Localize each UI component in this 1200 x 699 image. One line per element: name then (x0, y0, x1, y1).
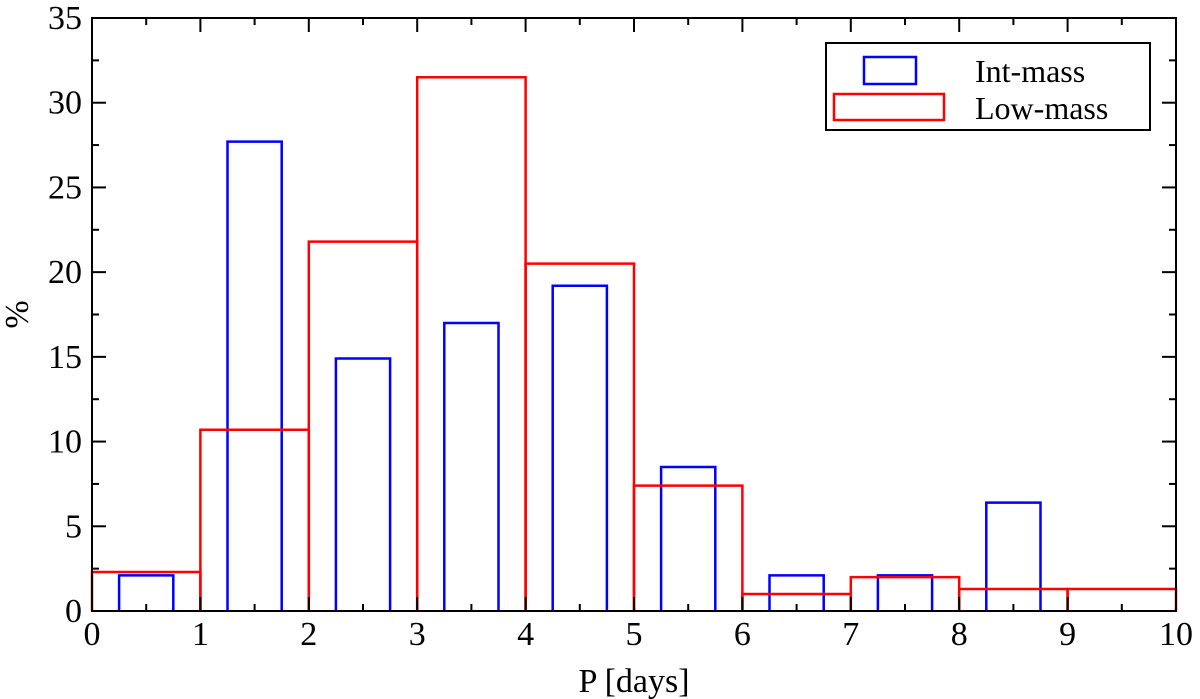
low-mass-bin (415, 76, 527, 611)
x-tick-label: 4 (517, 616, 534, 653)
y-axis-title: % (0, 300, 36, 328)
y-tick-label: 25 (48, 169, 82, 206)
int-mass-bar (443, 321, 500, 611)
int-mass-bar (876, 574, 934, 611)
int-mass-bar (659, 465, 717, 611)
y-tick-label: 10 (48, 424, 82, 461)
low-mass-bin (524, 262, 636, 611)
y-tick-label: 5 (65, 508, 82, 545)
y-tick-label: 30 (48, 85, 82, 122)
legend-label-low-mass: Low-mass (975, 90, 1108, 126)
x-tick-label: 9 (1059, 616, 1076, 653)
x-tick-label: 1 (192, 616, 209, 653)
low-mass-bin (307, 240, 419, 611)
x-tick-label: 7 (842, 616, 859, 653)
legend-swatch-int-mass (862, 55, 918, 86)
y-tick-label: 0 (65, 593, 82, 630)
ticks-layer: 0 1 2 3 4 5 6 7 8 9 10 0 5 10 15 20 25 30 35 (48, 0, 1193, 653)
x-tick-label: 10 (1159, 616, 1193, 653)
int-mass-bar (117, 574, 175, 611)
legend-label-int-mass: Int-mass (975, 53, 1085, 89)
x-tick-label: 0 (84, 616, 101, 653)
x-axis-title: P [days] (578, 663, 689, 699)
int-mass-bar (226, 140, 283, 611)
low-mass-bin (632, 484, 744, 611)
x-tick-label: 5 (626, 616, 643, 653)
x-tick-label: 6 (734, 616, 751, 653)
int-mass-bar (334, 357, 392, 611)
y-tick-label: 15 (48, 339, 82, 376)
x-tick-label: 3 (409, 616, 426, 653)
y-tick-label: 35 (48, 0, 82, 37)
y-tick-label: 20 (48, 254, 82, 291)
low-mass-bin (199, 428, 311, 611)
x-tick-label: 8 (951, 616, 968, 653)
int-mass-bar (985, 501, 1042, 611)
bars-layer (90, 76, 1178, 611)
int-mass-bar (551, 284, 609, 611)
x-tick-label: 2 (300, 616, 317, 653)
legend-swatch-low-mass (832, 92, 946, 122)
